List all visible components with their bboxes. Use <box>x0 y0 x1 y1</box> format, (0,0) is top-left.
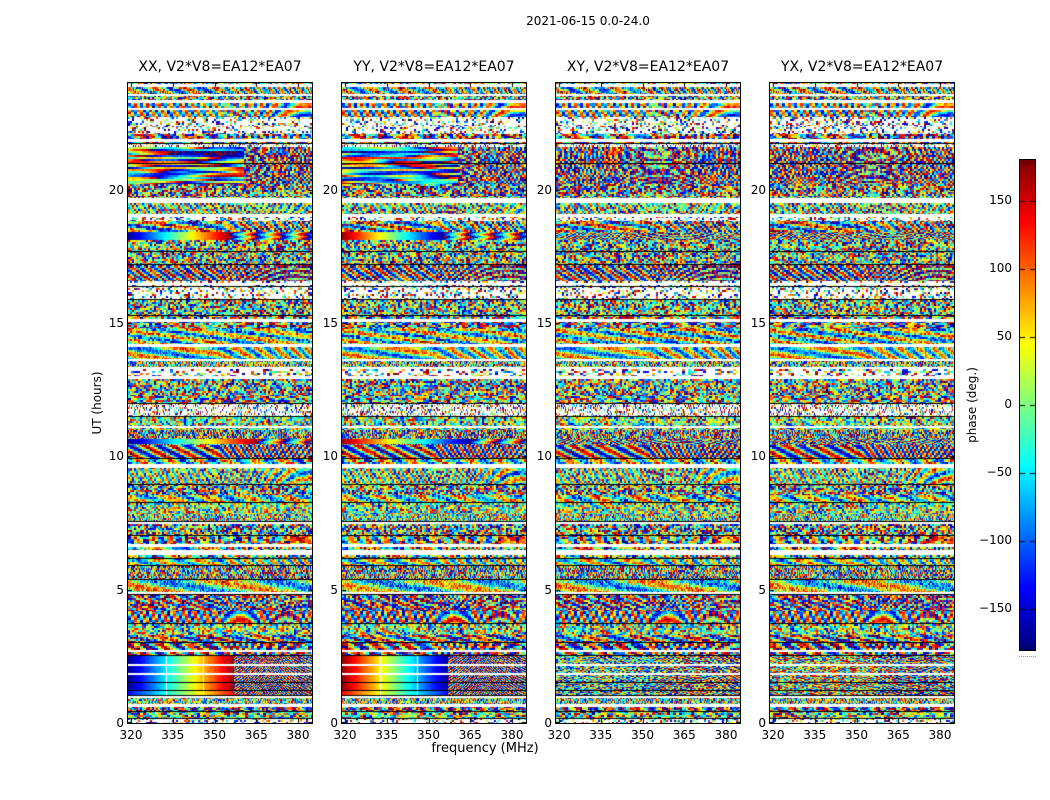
colorbar <box>1019 159 1036 651</box>
x-tick-label: 335 <box>589 728 613 742</box>
colorbar-tick-label: 0 <box>1004 397 1012 411</box>
y-tick-label: 5 <box>330 582 338 597</box>
x-tick-label: 350 <box>203 728 226 742</box>
x-tick-label: 380 <box>928 728 952 742</box>
figure-title: 2021-06-15 0.0-24.0 <box>526 14 650 28</box>
y-tick-label: 20 <box>108 182 124 197</box>
y-tick-label: 5 <box>544 582 552 597</box>
y-tick-label: 15 <box>750 316 766 330</box>
y-tick-label: 0 <box>544 716 552 730</box>
y-tick-label: 10 <box>322 449 338 464</box>
y-tick-label: 5 <box>116 582 124 597</box>
y-axis-label: UT (hours) <box>90 371 104 435</box>
y-tick-label: 0 <box>758 716 766 730</box>
x-tick-label: 365 <box>458 728 482 742</box>
x-tick-label: 320 <box>333 728 357 742</box>
panel-title-yx: YX, V2*V8=EA12*EA07 <box>780 59 944 75</box>
y-tick-label: 10 <box>536 449 552 464</box>
x-tick-label: 335 <box>375 728 399 742</box>
panel-title-xx: XX, V2*V8=EA12*EA07 <box>138 59 302 75</box>
x-tick-label: 380 <box>500 728 524 742</box>
y-tick-label: 10 <box>108 449 124 464</box>
x-axis-label: frequency (MHz) <box>431 741 539 756</box>
colorbar-end-dots <box>1019 656 1036 657</box>
y-tick-label: 15 <box>108 316 124 330</box>
panel-heatmap-yx <box>770 83 954 723</box>
x-tick-label: 335 <box>161 728 185 742</box>
x-tick-label: 320 <box>761 728 785 742</box>
panel-heatmap-yy <box>342 83 526 723</box>
colorbar-tick-label: 150 <box>989 192 1012 207</box>
x-tick-label: 380 <box>714 728 738 742</box>
x-tick-label: 380 <box>286 728 310 742</box>
x-tick-label: 335 <box>803 728 827 742</box>
y-tick-label: 0 <box>116 716 124 730</box>
colorbar-tick-label: −150 <box>979 601 1012 616</box>
x-tick-label: 365 <box>886 728 910 742</box>
panel-xy <box>555 82 741 724</box>
panel-title-yy: YY, V2*V8=EA12*EA07 <box>353 59 515 75</box>
panel-xx <box>127 82 313 724</box>
colorbar-gradient <box>1020 160 1035 650</box>
x-tick-label: 350 <box>417 728 440 742</box>
panel-heatmap-xy <box>556 83 740 723</box>
y-tick-label: 15 <box>322 316 338 330</box>
colorbar-tick-label: −100 <box>979 533 1012 548</box>
x-tick-label: 365 <box>244 728 268 742</box>
colorbar-tick-label: −50 <box>986 465 1012 480</box>
colorbar-label: phase (deg.) <box>965 367 979 443</box>
y-tick-label: 20 <box>536 182 552 197</box>
x-tick-label: 365 <box>672 728 696 742</box>
y-tick-label: 5 <box>758 582 766 597</box>
y-tick-label: 15 <box>536 316 552 330</box>
colorbar-tick-label: 100 <box>989 260 1012 275</box>
x-tick-label: 350 <box>631 728 654 742</box>
y-tick-label: 20 <box>322 182 338 197</box>
x-tick-label: 350 <box>845 728 868 742</box>
y-tick-label: 10 <box>750 449 766 464</box>
y-tick-label: 0 <box>330 716 338 730</box>
y-tick-label: 20 <box>750 182 766 197</box>
panel-heatmap-xx <box>128 83 312 723</box>
panel-yy <box>341 82 527 724</box>
x-tick-label: 320 <box>119 728 143 742</box>
colorbar-tick-label: 50 <box>996 328 1012 343</box>
x-tick-label: 320 <box>547 728 571 742</box>
panel-yx <box>769 82 955 724</box>
panel-title-xy: XY, V2*V8=EA12*EA07 <box>566 59 730 75</box>
